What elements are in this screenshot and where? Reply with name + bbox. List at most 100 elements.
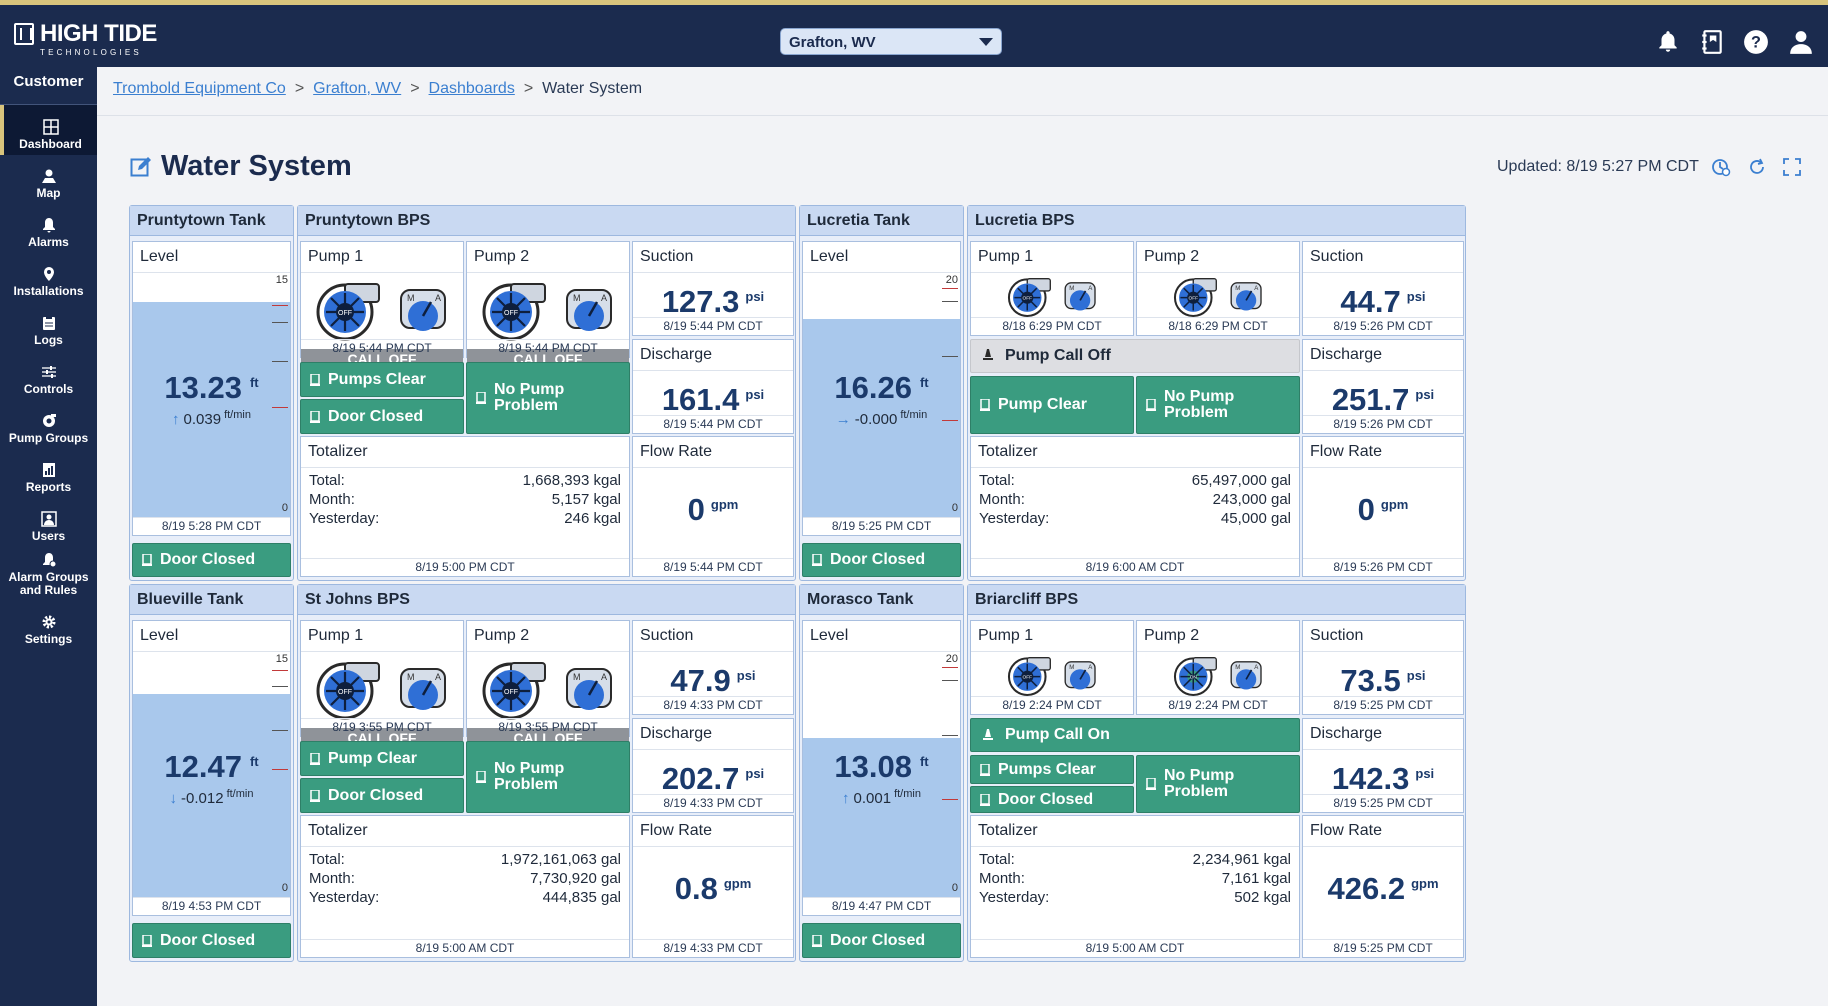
auto-refresh-settings-icon[interactable] [1711,157,1731,177]
pump-2-panel[interactable]: Pump 2 OFF M A 8/18 6:29 PM CDT [1136,241,1300,336]
discharge-panel[interactable]: Discharge 202.7 psi 8/19 4:33 PM CDT [632,718,794,813]
clipboard-icon [42,316,55,330]
door-status-button[interactable]: Door Closed [802,543,961,577]
alarm-low-tick [272,769,288,770]
tank-level-panel[interactable]: Level 20 0 13.08 ft ↑ 0.001 ft/min 8/19 4:4… [802,620,961,916]
discharge-panel[interactable]: Discharge 161.4 psi 8/19 5:44 PM CDT [632,339,794,434]
tank-level-panel[interactable]: Level 15 0 12.47 ft ↓ -0.012 ft/min 8/19 4:… [132,620,291,916]
edit-icon[interactable] [130,156,152,178]
bps-name[interactable]: St Johns BPS [298,585,795,615]
flow-rate-panel[interactable]: Flow Rate 0 gpm 8/19 5:26 PM CDT [1302,436,1464,577]
pump-call-status-button[interactable]: Pump Call Off [970,339,1300,373]
alarm-low-tick [942,799,958,800]
sidebar-item-users[interactable]: Users [0,498,97,547]
tank-name[interactable]: Morasco Tank [800,585,963,615]
totalizer-panel[interactable]: Totalizer Total: 1,668,393 kgal Month: 5,1… [300,436,630,577]
notebook-icon[interactable] [1699,29,1725,55]
sidebar-item-logs[interactable]: Logs [0,302,97,351]
alarm-high-tick [942,667,958,668]
month-value: 7,161 kgal [1221,870,1291,887]
tank-name[interactable]: Lucretia Tank [800,206,963,236]
door-status-button[interactable]: Door Closed [300,399,464,434]
door-status-button[interactable]: Door Closed [970,786,1134,813]
totalizer-panel[interactable]: Totalizer Total: 65,497,000 gal Month: 243… [970,436,1300,577]
pump-call-status-button[interactable]: Pump Call On [970,718,1300,752]
suction-value: 73.5 psi [1303,663,1463,699]
timestamp: 8/19 5:25 PM CDT [1303,794,1463,812]
pump-1-panel[interactable]: Pump 1 OFF M A 8/19 2:24 PM CDT [970,620,1134,715]
suction-label: Suction [1303,242,1463,273]
totalizer-panel[interactable]: Totalizer Total: 1,972,161,063 gal Month:… [300,815,630,958]
sidebar-item-alarms[interactable]: Alarms [0,204,97,253]
flow-rate-panel[interactable]: Flow Rate 426.2 gpm 8/19 5:25 PM CDT [1302,815,1464,958]
door-status-button[interactable]: Door Closed [132,543,291,577]
logo-mark-icon [14,23,34,45]
trend-arrow-icon: ↑ [172,411,180,428]
discharge-value: 161.4 psi [633,382,793,418]
report-icon [42,463,55,477]
refresh-icon[interactable] [1747,157,1767,177]
sidebar-heading[interactable]: Customer [0,67,97,105]
flow-rate-panel[interactable]: Flow Rate 0 gpm 8/19 5:44 PM CDT [632,436,794,577]
sidebar-item-settings[interactable]: Settings [0,601,97,650]
door-status-button[interactable]: Door Closed [802,923,961,958]
breadcrumb-link-location[interactable]: Grafton, WV [313,80,402,97]
pump-1-panel[interactable]: Pump 1 OFF M A 8/18 6:29 PM CDT [970,241,1134,336]
help-icon[interactable]: ? [1743,29,1769,55]
total-value: 1,972,161,063 gal [500,851,621,868]
discharge-value: 142.3 psi [1303,761,1463,797]
bps-name[interactable]: Lucretia BPS [968,206,1465,236]
breadcrumb-link-dashboards[interactable]: Dashboards [428,80,515,97]
sidebar-item-reports[interactable]: Reports [0,449,97,498]
discharge-value: 251.7 psi [1303,382,1463,418]
tank-name[interactable]: Pruntytown Tank [130,206,293,236]
pump-problem-button[interactable]: No Pump Problem [466,362,630,434]
bps-name[interactable]: Pruntytown BPS [298,206,795,236]
map-icon [41,169,56,183]
pump-2-panel[interactable]: Pump 2 ON M A 8/19 2:24 PM CDT [1136,620,1300,715]
door-status-button[interactable]: Door Closed [132,923,291,958]
sidebar-item-dashboard[interactable]: Dashboard [0,105,97,155]
sidebar-item-pump-groups[interactable]: Pump Groups [0,400,97,449]
pumps-clear-button[interactable]: Pumps Clear [300,362,464,397]
flow-rate-value: 0 gpm [633,492,793,528]
pump-problem-button[interactable]: No Pump Problem [466,741,630,813]
suction-panel[interactable]: Suction 47.9 psi 8/19 4:33 PM CDT [632,620,794,715]
timestamp: 8/19 5:26 PM CDT [1303,415,1463,433]
totalizer-label: Totalizer [971,816,1299,847]
door-status-button[interactable]: Door Closed [300,778,464,813]
sidebar-item-map[interactable]: Map [0,155,97,204]
tank-name[interactable]: Blueville Tank [130,585,293,615]
pump-problem-button[interactable]: No Pump Problem [1136,376,1300,434]
suction-panel[interactable]: Suction 127.3 psi 8/19 5:44 PM CDT [632,241,794,336]
user-icon[interactable] [1788,29,1814,55]
bell-icon[interactable] [1655,29,1681,55]
sidebar-item-alarm-groups[interactable]: Alarm Groups and Rules [0,547,97,601]
tank-level-panel[interactable]: Level 20 0 16.26 ft → -0.000 ft/min 8/19 5:… [802,241,961,536]
pump-clear-button[interactable]: Pump Clear [300,741,464,776]
breadcrumb-link-customer[interactable]: Trombold Equipment Co [113,80,286,97]
pump-clear-button[interactable]: Pump Clear [970,376,1134,434]
tank-level-panel[interactable]: Level 15 0 13.23 ft ↑ 0.039 ft/min 8/19 5:2… [132,241,291,536]
discharge-panel[interactable]: Discharge 142.3 psi 8/19 5:25 PM CDT [1302,718,1464,813]
bps-name[interactable]: Briarcliff BPS [968,585,1465,615]
flow-rate-panel[interactable]: Flow Rate 0.8 gpm 8/19 4:33 PM CDT [632,815,794,958]
discharge-value: 202.7 psi [633,761,793,797]
pumps-clear-button[interactable]: Pumps Clear [970,755,1134,784]
suction-panel[interactable]: Suction 44.7 psi 8/19 5:26 PM CDT [1302,241,1464,336]
discharge-panel[interactable]: Discharge 251.7 psi 8/19 5:26 PM CDT [1302,339,1464,434]
location-select[interactable]: Grafton, WV [780,28,1002,55]
fullscreen-icon[interactable] [1782,157,1802,177]
sidebar-item-controls[interactable]: Controls [0,351,97,400]
sidebar-item-label: Users [31,529,66,543]
totalizer-panel[interactable]: Totalizer Total: 2,234,961 kgal Month: 7,1… [970,815,1300,958]
pump-problem-icon [1146,778,1156,790]
svg-text:OFF: OFF [1189,296,1199,302]
sidebar-item-installations[interactable]: Installations [0,253,97,302]
suction-panel[interactable]: Suction 73.5 psi 8/19 5:25 PM CDT [1302,620,1464,715]
pump-problem-button[interactable]: No Pump Problem [1136,755,1300,813]
